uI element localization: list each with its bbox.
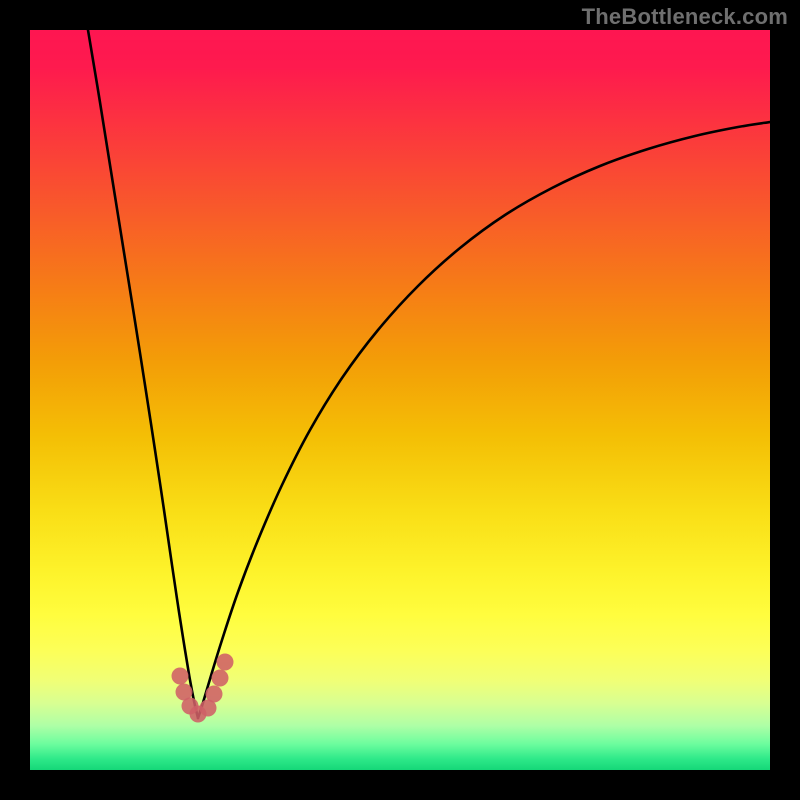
trough-marker-5: [206, 686, 223, 703]
trough-markers-group: [172, 654, 234, 723]
attribution-label: TheBottleneck.com: [582, 4, 788, 30]
trough-marker-6: [212, 670, 229, 687]
trough-marker-7: [217, 654, 234, 671]
trough-marker-0: [172, 668, 189, 685]
curve-right-ascending: [198, 122, 770, 718]
chart-plot-area: [30, 30, 770, 770]
curve-overlay: [30, 30, 770, 770]
curve-left-descending: [88, 30, 198, 718]
